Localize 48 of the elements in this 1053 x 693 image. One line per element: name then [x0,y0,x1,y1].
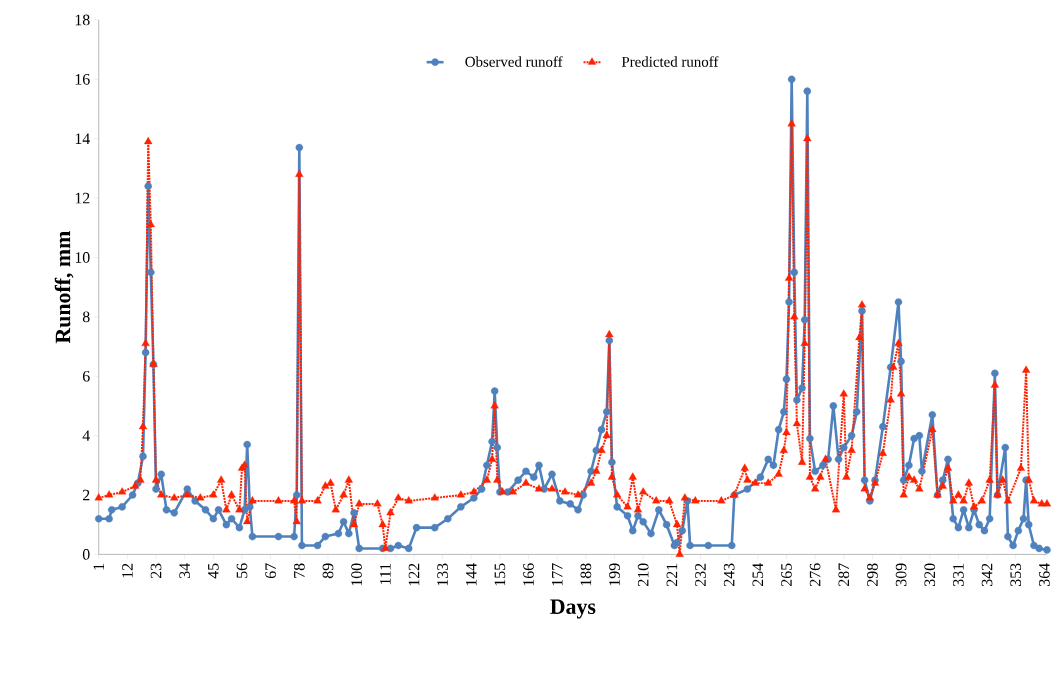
legend-label: Predicted runoff [621,56,719,67]
y-tick-label: 6 [82,370,90,382]
x-axis-title: Days [550,599,596,619]
x-tick-label: 12 [122,563,133,578]
y-tick-label: 0 [82,549,90,560]
x-tick-label: 56 [236,563,248,578]
x-tick-label: 309 [895,563,907,586]
x-tick-label: 232 [695,563,706,587]
y-tick-label: 18 [75,14,90,26]
x-tick-label: 23 [150,563,162,579]
x-tick-label: 320 [924,563,936,586]
x-tick-label: 111 [380,563,391,585]
x-tick-label: 133 [437,563,448,586]
x-tick-label: 331 [953,563,964,586]
legend-label: Observed runoff [465,56,563,67]
x-tick-label: 34 [179,563,191,579]
x-tick-label: 155 [494,563,506,586]
x-tick-label: 188 [580,563,592,586]
x-tick-label: 122 [408,563,420,586]
x-tick-label: 199 [609,563,620,586]
x-tick-label: 364 [1039,563,1050,586]
y-tick-label: 8 [82,311,90,323]
x-tick-label: 243 [723,563,735,587]
x-tick-label: 221 [666,563,678,587]
x-tick-label: 210 [637,563,649,587]
x-tick-label: 298 [867,563,878,587]
x-tick-label: 177 [551,563,563,586]
y-tick-label: 12 [75,192,90,204]
x-tick-label: 342 [981,563,993,586]
y-tick-label: 2 [82,489,90,501]
y-tick-label: 4 [82,430,90,441]
x-tick-label: 1 [93,563,104,570]
y-tick-label: 14 [75,133,90,144]
x-tick-label: 353 [1010,563,1022,586]
x-tick-label: 78 [293,563,305,578]
x-tick-label: 45 [208,563,219,579]
x-tick-label: 67 [265,563,276,579]
x-tick-label: 287 [838,563,850,587]
x-tick-label: 100 [351,563,362,586]
x-tick-label: 265 [781,563,792,587]
y-tick-label: 16 [75,73,90,85]
y-tick-label: 10 [75,252,90,263]
x-tick-label: 254 [752,563,764,587]
x-tick-label: 144 [466,563,477,586]
x-tick-label: 166 [523,563,534,586]
y-axis-title: Runoff, mm [54,231,74,344]
x-tick-label: 89 [322,563,334,579]
x-tick-label: 276 [809,563,821,587]
